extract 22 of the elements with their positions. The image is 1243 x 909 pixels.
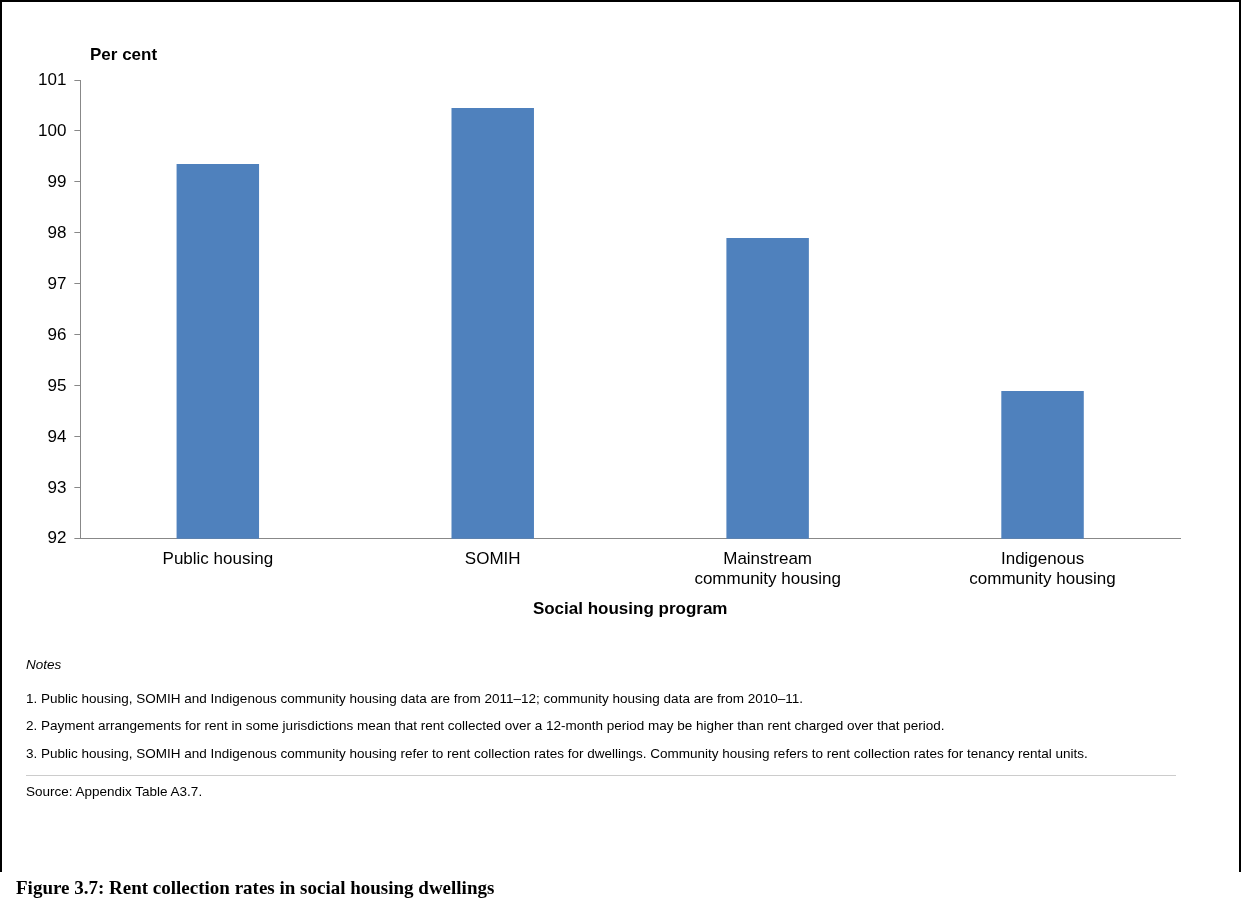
- y-axis-title: Per cent: [90, 45, 158, 64]
- y-tick-label: 99: [47, 171, 67, 191]
- x-tick-label: Mainstream community housing: [694, 548, 841, 589]
- y-tick-label: 98: [47, 222, 67, 242]
- text: Notes: [26, 656, 63, 674]
- y-tick-label: 95: [47, 375, 67, 395]
- y-tick-label: 93: [47, 477, 67, 497]
- y-tick-label: 97: [47, 273, 67, 293]
- text: 3. Public housing, SOMIH and Indigenous community housing refer to rent collection rates for dwellings. Community housing refers to rent collection rates for tenancy rental units.: [26, 744, 1089, 763]
- y-tick-label: 101: [37, 69, 67, 89]
- source-note: Source: Appendix Table A3.7.: [26, 775, 1176, 802]
- x-tick-label: Indigenous community housing: [969, 548, 1116, 589]
- text: 2. Payment arrangements for rent in some jurisdictions mean that rent collected over a 12-month period may be higher than rent charged over that period.: [26, 717, 946, 736]
- x-tick-label: SOMIH: [464, 548, 521, 568]
- y-tick-label: 94: [47, 426, 67, 446]
- y-tick-label: 92: [47, 528, 67, 548]
- text: 1. Public housing, SOMIH and Indigenous community housing data are from 2011–12; community housing data are from 2010–11.: [26, 689, 804, 708]
- y-tick-label: 100: [37, 120, 67, 140]
- x-axis-title: Social housing program: [532, 599, 728, 619]
- y-tick-label: 96: [47, 324, 67, 344]
- x-tick-label: Public housing: [162, 548, 274, 568]
- text: Figure 3.7: Rent collection rates in social housing dwellings: [16, 877, 495, 899]
